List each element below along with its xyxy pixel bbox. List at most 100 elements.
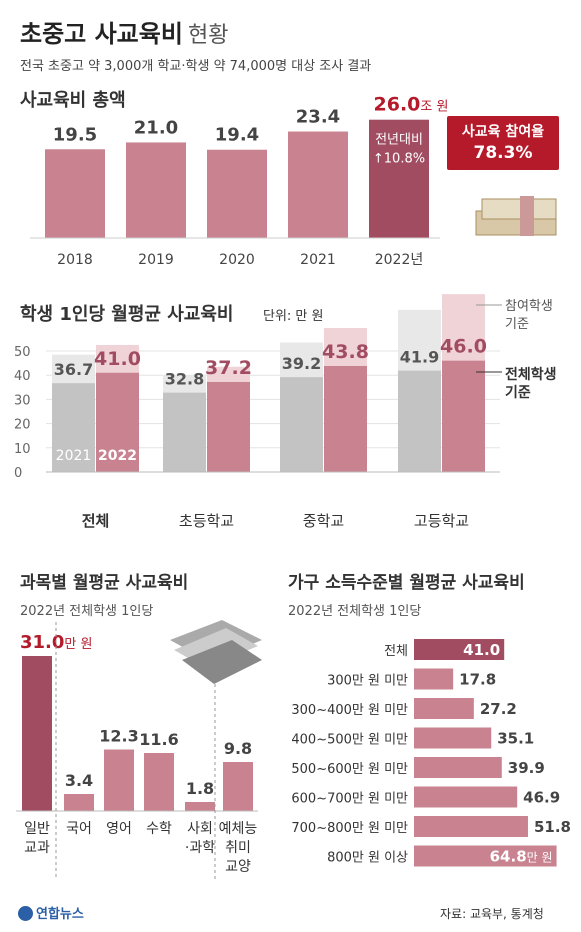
income-heading: 가구 소득수준별 월평균 사교육비 (288, 573, 525, 593)
per-xlabel-3: 고등학교 (414, 512, 469, 530)
per-label-2021-3: 41.9 (400, 348, 439, 367)
subject-value-1: 3.4 (65, 771, 93, 790)
per-bar-2021-1 (163, 392, 206, 472)
subject-xlabel-5-2: 교양 (225, 859, 251, 875)
total-yoy-label: 전년대비 (375, 133, 423, 148)
income-bar-7 (414, 845, 557, 867)
page-subtitle: 전국 초중고 약 3,000개 학교·학생 약 74,000명 대상 조사 결과 (20, 59, 372, 74)
per-ytick-10: 10 (14, 442, 31, 457)
per-ytick-20: 20 (14, 418, 31, 433)
per-bar-2021-3 (398, 370, 441, 472)
subject-xlabel-0-1: 교과 (24, 840, 50, 856)
subject-sub: 2022년 전체학생 1인당 (20, 604, 154, 619)
total-value-4: 26.0조 원 (374, 94, 449, 116)
subject-bar-3 (144, 753, 174, 811)
income-label-0: 전체 (384, 644, 408, 659)
income-label-5: 600~700만 원 미만 (291, 792, 408, 807)
per-year-2021: 2021 (56, 448, 92, 464)
subject-xlabel-4-1: ·과학 (185, 840, 215, 856)
income-bar-5 (414, 786, 518, 808)
subject-bar-4 (185, 802, 215, 811)
total-bar-3 (288, 131, 348, 238)
income-value-6: 51.8 (534, 818, 571, 836)
subject-xlabel-2-0: 영어 (106, 821, 132, 837)
income-bar-1 (414, 668, 454, 690)
legend-participating: 참여학생 기준 (505, 299, 553, 332)
participation-value: 78.3% (473, 143, 533, 163)
logo: 연합뉴스 (18, 903, 84, 922)
money-band-icon (520, 196, 534, 236)
subject-xlabel-0-0: 일반 (24, 821, 50, 837)
logo-text: 연합뉴스 (36, 907, 84, 922)
subject-xlabel-1-0: 국어 (66, 821, 92, 837)
income-label-2: 300~400만 원 미만 (291, 703, 408, 718)
per-ytick-50: 50 (14, 345, 31, 360)
income-label-6: 700~800만 원 미만 (291, 821, 408, 836)
total-bar-0 (45, 149, 105, 238)
per-xlabel-1: 초등학교 (179, 512, 234, 530)
income-bar-4 (414, 757, 502, 778)
total-value-1: 21.0 (134, 117, 178, 138)
per-label-2022-0: 41.0 (94, 348, 141, 370)
income-bar-6 (414, 816, 528, 837)
income-label-4: 500~600만 원 미만 (291, 762, 408, 777)
per-bar-2022-1 (207, 381, 250, 472)
income-bar-2 (414, 698, 474, 719)
income-bar-0 (414, 639, 505, 660)
subject-value-5: 9.8 (224, 739, 252, 758)
income-label-3: 400~500만 원 미만 (291, 733, 408, 748)
subject-heading: 과목별 월평균 사교육비 (20, 573, 189, 593)
subject-value-3: 11.6 (139, 730, 178, 749)
total-xlabel-1: 2019 (138, 252, 174, 268)
income-label-7: 800만 원 이상 (327, 851, 408, 866)
income-value-2: 27.2 (480, 700, 517, 718)
per-bar-2022-2 (324, 366, 367, 472)
per-year-2022: 2022 (98, 448, 137, 464)
total-value-0: 19.5 (53, 124, 97, 145)
per-ytick-30: 30 (14, 393, 31, 408)
per-xlabel-2: 중학교 (303, 512, 344, 530)
total-xlabel-2: 2020 (219, 252, 255, 268)
subject-bar-2 (104, 749, 134, 811)
total-bar-4 (369, 119, 429, 238)
income-value-3: 35.1 (497, 730, 534, 748)
books-icon-front (182, 640, 262, 684)
subject-xlabel-3-0: 수학 (146, 821, 172, 837)
subject-bar-1 (64, 794, 94, 811)
per-ytick-40: 40 (14, 369, 31, 384)
subject-xlabel-4-0: 사회 (187, 821, 213, 837)
income-value-0: 41.0 (463, 641, 500, 659)
total-value-3: 23.4 (296, 107, 340, 128)
per-label-2022-2: 43.8 (322, 341, 369, 363)
income-value-1: 17.8 (459, 671, 496, 689)
income-value-5: 46.9 (523, 789, 560, 807)
per-xlabel-0: 전체 (82, 512, 110, 530)
total-xlabel-0: 2018 (57, 252, 93, 268)
title-main: 초중고 사교육비 (20, 20, 183, 48)
income-value-4: 39.9 (508, 759, 545, 777)
source-note: 자료: 교육부, 통계청 (440, 907, 544, 921)
money-stack-icon-top (481, 198, 557, 220)
per-bar-2022-3 (442, 360, 485, 472)
per-bar-2021-0 (52, 383, 95, 472)
per-student-heading: 학생 1인당 월평균 사교육비 (20, 304, 234, 325)
participation-badge: 사교육 참여율 78.3% (447, 116, 559, 170)
total-xlabel-3: 2021 (300, 252, 336, 268)
total-value-2: 19.4 (215, 125, 259, 146)
per-ytick-0: 0 (14, 466, 22, 481)
total-value-unit: 조 원 (420, 100, 448, 115)
per-bar-2021-2 (280, 377, 323, 472)
subject-value-unit: 만 원 (64, 637, 92, 652)
income-value-unit: 만 원 (527, 851, 553, 865)
subject-value-4: 1.8 (186, 779, 214, 798)
per-label-2021-0: 36.7 (54, 360, 93, 379)
subject-bar-0 (22, 656, 52, 811)
total-heading: 사교육비 총액 (20, 90, 126, 111)
total-yoy-value: ↑10.8% (373, 152, 425, 167)
per-student-unit: 단위: 만 원 (263, 309, 324, 324)
per-label-2021-1: 32.8 (165, 370, 204, 389)
total-bar-2 (207, 149, 267, 238)
income-bar-3 (414, 727, 492, 749)
subject-bar-5 (223, 762, 253, 811)
